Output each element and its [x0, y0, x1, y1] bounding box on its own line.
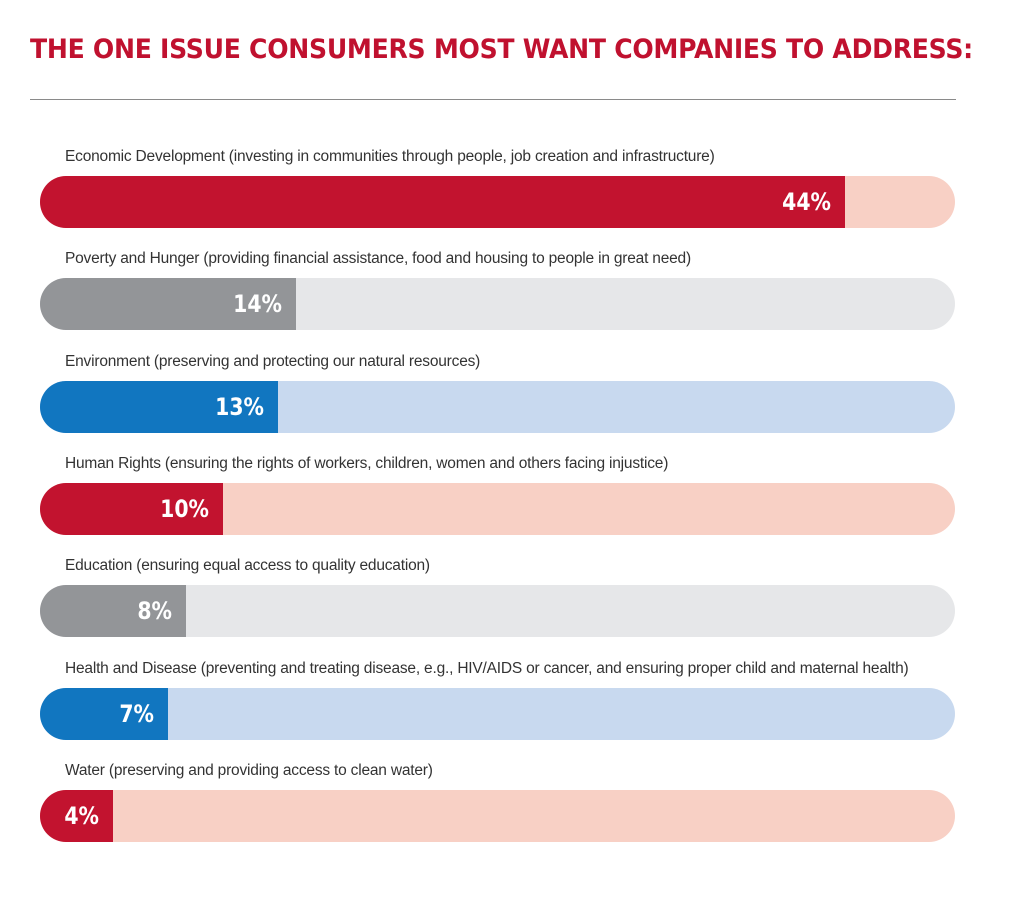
value-label: 8%	[137, 597, 172, 626]
bar-track: 7%	[40, 687, 955, 740]
category-label: Education (ensuring equal access to qual…	[65, 557, 430, 575]
bar-fill	[40, 278, 296, 331]
bar-fill	[40, 687, 168, 740]
category-label: Economic Development (investing in commu…	[65, 148, 715, 165]
value-label: 44%	[782, 188, 831, 216]
bar-track: 13%	[40, 380, 955, 433]
bar-track: 10%	[40, 482, 955, 535]
value-label: 10%	[160, 494, 209, 523]
bar-fill	[40, 789, 113, 842]
bar-track: 4%	[40, 789, 955, 842]
category-label: Human Rights (ensuring the rights of wor…	[65, 454, 669, 472]
title-divider	[30, 99, 956, 100]
value-label: 14%	[233, 290, 282, 319]
bar-fill	[40, 585, 186, 638]
bar-track: 44%	[40, 176, 955, 228]
category-label: Water (preserving and providing access t…	[65, 761, 433, 779]
bar-track: 8%	[40, 585, 955, 638]
category-label: Health and Disease (preventing and treat…	[65, 659, 909, 677]
chart-title: THE ONE ISSUE CONSUMERS MOST WANT COMPAN…	[30, 34, 973, 65]
value-label: 4%	[64, 801, 99, 830]
category-label: Poverty and Hunger (providing financial …	[65, 250, 691, 268]
bar-fill	[40, 176, 845, 228]
bar-track: 14%	[40, 278, 955, 331]
bar-fill	[40, 380, 278, 433]
bar-fill	[40, 482, 223, 535]
category-label: Environment (preserving and protecting o…	[65, 352, 481, 370]
value-label: 7%	[119, 699, 154, 728]
value-label: 13%	[215, 392, 264, 421]
